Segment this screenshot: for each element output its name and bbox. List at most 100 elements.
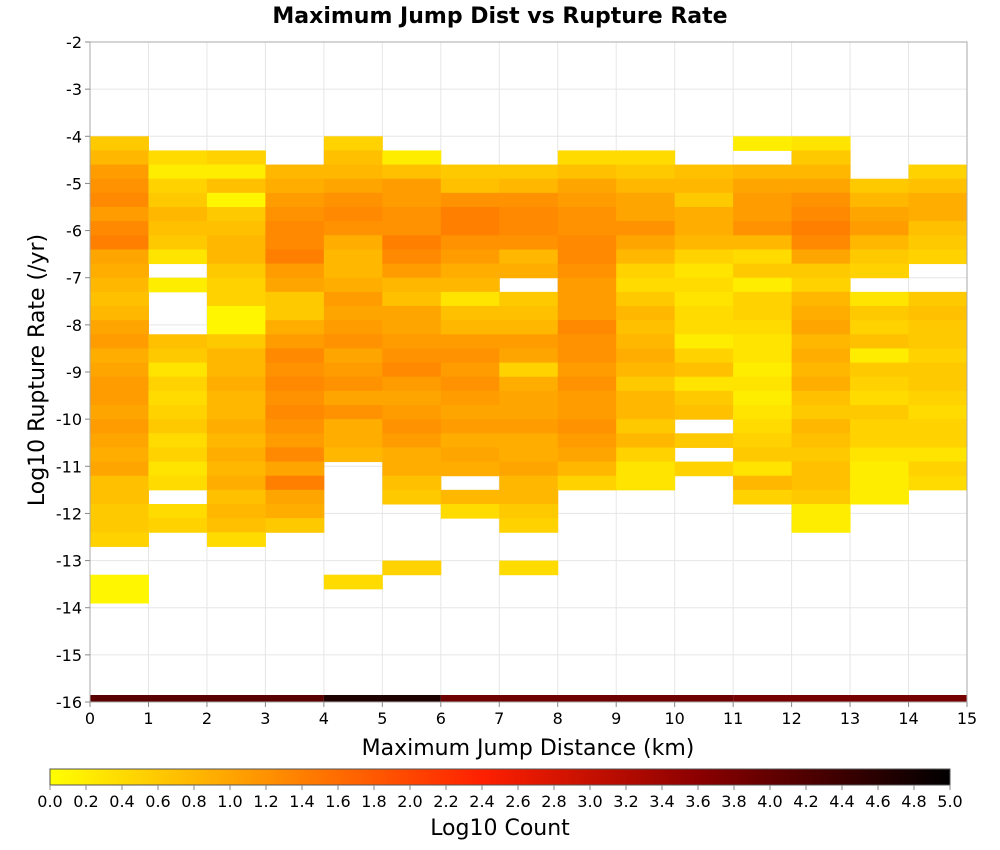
heatmap-cell: [265, 405, 325, 420]
heatmap-cells: [90, 136, 968, 702]
y-axis-ticks: -2 -3 -4 -5 -6 -7 -8 -9 -10 -11 -12 -13 -14 -15 -16: [56, 33, 90, 712]
heatmap-cell: [733, 249, 793, 265]
y-tick-label: -4: [66, 127, 82, 146]
heatmap-cell: [499, 164, 559, 180]
heatmap-cell: [382, 334, 442, 349]
heatmap-cell: [323, 277, 383, 293]
heatmap-cell: [557, 207, 617, 222]
heatmap-cell: [323, 390, 383, 406]
heatmap-cell: [616, 447, 676, 463]
heatmap-cell: [323, 178, 383, 194]
heatmap-cell: [791, 376, 851, 392]
colorbar: [49, 768, 951, 786]
heatmap-cell: [674, 207, 734, 222]
heatmap-cell: [206, 334, 266, 349]
heatmap-cell: [90, 405, 149, 420]
heatmap-cell: [674, 249, 734, 265]
heatmap-cell: [733, 461, 793, 477]
heatmap-cell: [440, 263, 500, 279]
heatmap-cell: [616, 461, 676, 477]
heatmap-cell: [382, 447, 442, 463]
y-tick-label: -9: [66, 363, 82, 382]
heatmap-cell: [499, 306, 559, 321]
heatmap-cell: [90, 419, 149, 434]
y-tick-label: -3: [66, 80, 82, 99]
heatmap-cell: [791, 504, 851, 519]
colorbar-tick-label: 1.2: [253, 792, 278, 811]
heatmap-cell: [850, 489, 910, 505]
heatmap-cell: [791, 277, 851, 293]
heatmap-cell: [791, 447, 851, 463]
heatmap-cell: [90, 695, 324, 702]
heatmap-cell: [908, 207, 968, 222]
heatmap-cell: [850, 221, 910, 236]
heatmap-cell: [850, 362, 910, 378]
heatmap-cell: [674, 235, 734, 250]
heatmap-cell: [206, 419, 266, 434]
heatmap-cell: [323, 249, 383, 265]
heatmap-cell: [733, 334, 793, 349]
heatmap-cell: [908, 192, 968, 208]
heatmap-cell: [908, 221, 968, 236]
heatmap-cell: [440, 348, 500, 364]
heatmap-cell: [382, 348, 442, 364]
heatmap-cell: [499, 235, 559, 250]
colorbar-tick-label: 1.4: [289, 792, 314, 811]
heatmap-cell: [733, 178, 793, 194]
heatmap-cell: [265, 447, 325, 463]
heatmap-cell: [616, 235, 676, 250]
heatmap-cell: [733, 695, 967, 702]
heatmap-cell: [733, 136, 793, 151]
colorbar-tick-label: 4.2: [793, 792, 818, 811]
colorbar-tick-label: 2.6: [505, 792, 530, 811]
heatmap-cell: [206, 475, 266, 491]
x-tick-label: 5: [377, 709, 387, 728]
heatmap-cell: [733, 419, 793, 434]
heatmap-cell: [148, 164, 208, 180]
x-tick-label: 10: [664, 709, 684, 728]
heatmap-cell: [791, 249, 851, 265]
heatmap-cell: [850, 376, 910, 392]
heatmap-cell: [382, 489, 442, 505]
heatmap-cell: [382, 207, 442, 222]
heatmap-cell: [323, 405, 383, 420]
heatmap-cell: [323, 192, 383, 208]
x-tick-label: 6: [436, 709, 446, 728]
heatmap-cell: [148, 192, 208, 208]
heatmap-cell: [499, 221, 559, 236]
heatmap-cell: [733, 433, 793, 448]
heatmap-cell: [557, 249, 617, 265]
heatmap-cell: [557, 362, 617, 378]
heatmap-cell: [733, 362, 793, 378]
colorbar-tick-label: 0.8: [181, 792, 206, 811]
heatmap-cell: [674, 348, 734, 364]
heatmap-cell: [206, 362, 266, 378]
x-tick-label: 9: [611, 709, 621, 728]
heatmap-cell: [382, 306, 442, 321]
heatmap-cell: [323, 419, 383, 434]
heatmap-cell: [382, 235, 442, 250]
heatmap-cell: [499, 362, 559, 378]
heatmap-cell: [382, 376, 442, 392]
heatmap-cell: [499, 405, 559, 420]
heatmap-cell: [674, 221, 734, 236]
heatmap-cell: [90, 306, 149, 321]
heatmap-cell: [90, 362, 149, 378]
heatmap-cell: [850, 306, 910, 321]
heatmap-cell: [733, 320, 793, 335]
heatmap-cell: [323, 320, 383, 335]
heatmap-cell: [850, 447, 910, 463]
heatmap-cell: [908, 164, 968, 180]
heatmap-cell: [323, 695, 441, 702]
colorbar-tick-label: 4.6: [865, 792, 890, 811]
heatmap-cell: [791, 178, 851, 194]
heatmap-cell: [323, 447, 383, 463]
heatmap-cell: [791, 475, 851, 491]
y-tick-label: -5: [66, 174, 82, 193]
heatmap-cell: [850, 178, 910, 194]
heatmap-cell: [90, 574, 149, 590]
heatmap-cell: [148, 475, 208, 491]
heatmap-cell: [499, 263, 559, 279]
heatmap-cell: [557, 277, 617, 293]
heatmap-cell: [557, 306, 617, 321]
